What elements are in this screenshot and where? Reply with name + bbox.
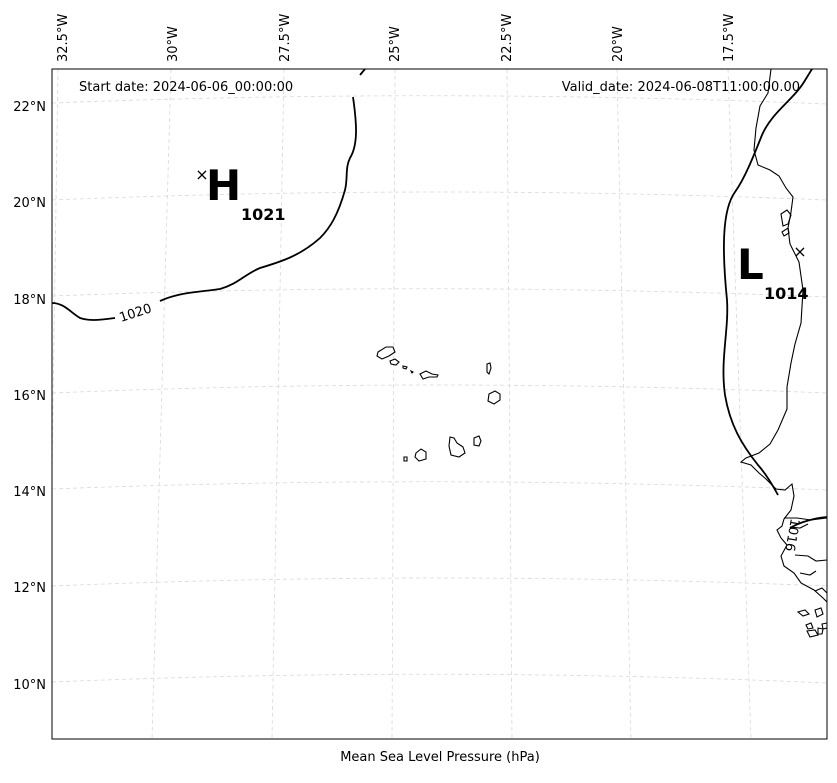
map-caption: Mean Sea Level Pressure (hPa): [340, 750, 540, 765]
lat-tick-label: 16°N: [13, 389, 46, 404]
map-area: 1020 1016 × H 1021 × L 1014 Start date: …: [52, 69, 827, 739]
bijagos-island: [805, 622, 814, 630]
longitude-tick-labels: 32.5°W 30°W 27.5°W 25°W 22.5°W 20°W 17.5…: [56, 14, 737, 62]
isobar-1016: [722, 69, 813, 496]
map-frame: [51, 68, 828, 740]
lat-tick-label: 12°N: [13, 581, 46, 596]
meridian-line: [271, 69, 285, 739]
island-outline: [402, 365, 408, 370]
start-date-label: Start date: 2024-06-06_00:00:00: [79, 80, 293, 95]
low-pressure-value: 1014: [764, 284, 809, 303]
bijagos-island: [814, 607, 824, 618]
low-pressure-letter: L: [737, 240, 764, 289]
coastline-outline: [784, 517, 827, 521]
lat-tick-label: 14°N: [13, 485, 46, 500]
meridian-line: [391, 69, 396, 739]
high-pressure-letter: H: [206, 161, 241, 210]
isobar-1016: [789, 516, 827, 529]
isobar-1020: [359, 69, 366, 76]
coastline-outline: [781, 227, 790, 237]
island-outline: [473, 435, 482, 447]
lat-tick-label: 10°N: [13, 678, 46, 693]
valid-date-label: Valid_date: 2024-06-08T11:00:00.00: [562, 80, 800, 95]
parallel-line: [52, 95, 827, 105]
island-outline: [419, 370, 439, 380]
bijagos-island: [817, 627, 824, 635]
lat-tick-label: 18°N: [13, 293, 46, 308]
latitude-tick-labels: 22°N 20°N 18°N 16°N 14°N 12°N 10°N: [13, 100, 46, 693]
meridian-line: [52, 69, 59, 498]
meridian-line: [151, 69, 172, 739]
high-pressure-value: 1021: [241, 205, 286, 224]
isobar-label-1020: 1020: [118, 301, 154, 325]
parallel-line: [52, 481, 827, 491]
graticule: [52, 69, 827, 739]
parallel-line: [52, 673, 827, 684]
coastline-outline: [780, 209, 792, 227]
high-pressure-center: × H 1021: [195, 161, 285, 224]
isobars: [52, 69, 827, 529]
island-outline: [389, 358, 400, 366]
parallel-line: [52, 288, 827, 298]
lon-tick-label: 20°W: [611, 26, 626, 62]
bijagos-island: [806, 629, 819, 638]
parallel-line: [52, 577, 827, 587]
low-pressure-center: × L 1014: [737, 240, 809, 303]
coastline-outline: [789, 523, 809, 529]
parallel-line: [52, 191, 827, 201]
coastline-outline: [814, 587, 827, 594]
bijagos-island: [821, 622, 827, 630]
island-outline: [403, 456, 408, 462]
island-outline: [448, 436, 466, 458]
isobar-1020: [159, 96, 357, 302]
african-coastline: [739, 69, 827, 638]
parallel-line: [52, 384, 827, 394]
coastline-outline: [739, 69, 827, 603]
lon-tick-label: 17.5°W: [722, 14, 737, 62]
island-outline: [487, 390, 501, 405]
lat-tick-label: 22°N: [13, 100, 46, 115]
high-marker: ×: [195, 165, 208, 184]
lat-tick-label: 20°N: [13, 196, 46, 211]
low-marker: ×: [793, 242, 806, 261]
lon-tick-label: 25°W: [388, 26, 403, 62]
coastline-outline: [799, 570, 817, 576]
island-outline: [414, 448, 427, 462]
meridian-line: [506, 69, 513, 739]
lon-tick-label: 27.5°W: [278, 14, 293, 62]
isobar-1020: [52, 302, 116, 321]
island-outline: [409, 369, 414, 374]
coastline-outline: [794, 554, 827, 562]
isobar-label-1016: 1016: [781, 517, 802, 552]
meridian-line: [616, 69, 632, 739]
bijagos-island: [796, 609, 811, 617]
island-outline: [376, 346, 396, 360]
island-outline: [486, 362, 492, 376]
lon-tick-label: 32.5°W: [56, 14, 71, 62]
lon-tick-label: 30°W: [166, 26, 181, 62]
lon-tick-label: 22.5°W: [500, 14, 515, 62]
cape-verde-islands: [376, 346, 501, 462]
